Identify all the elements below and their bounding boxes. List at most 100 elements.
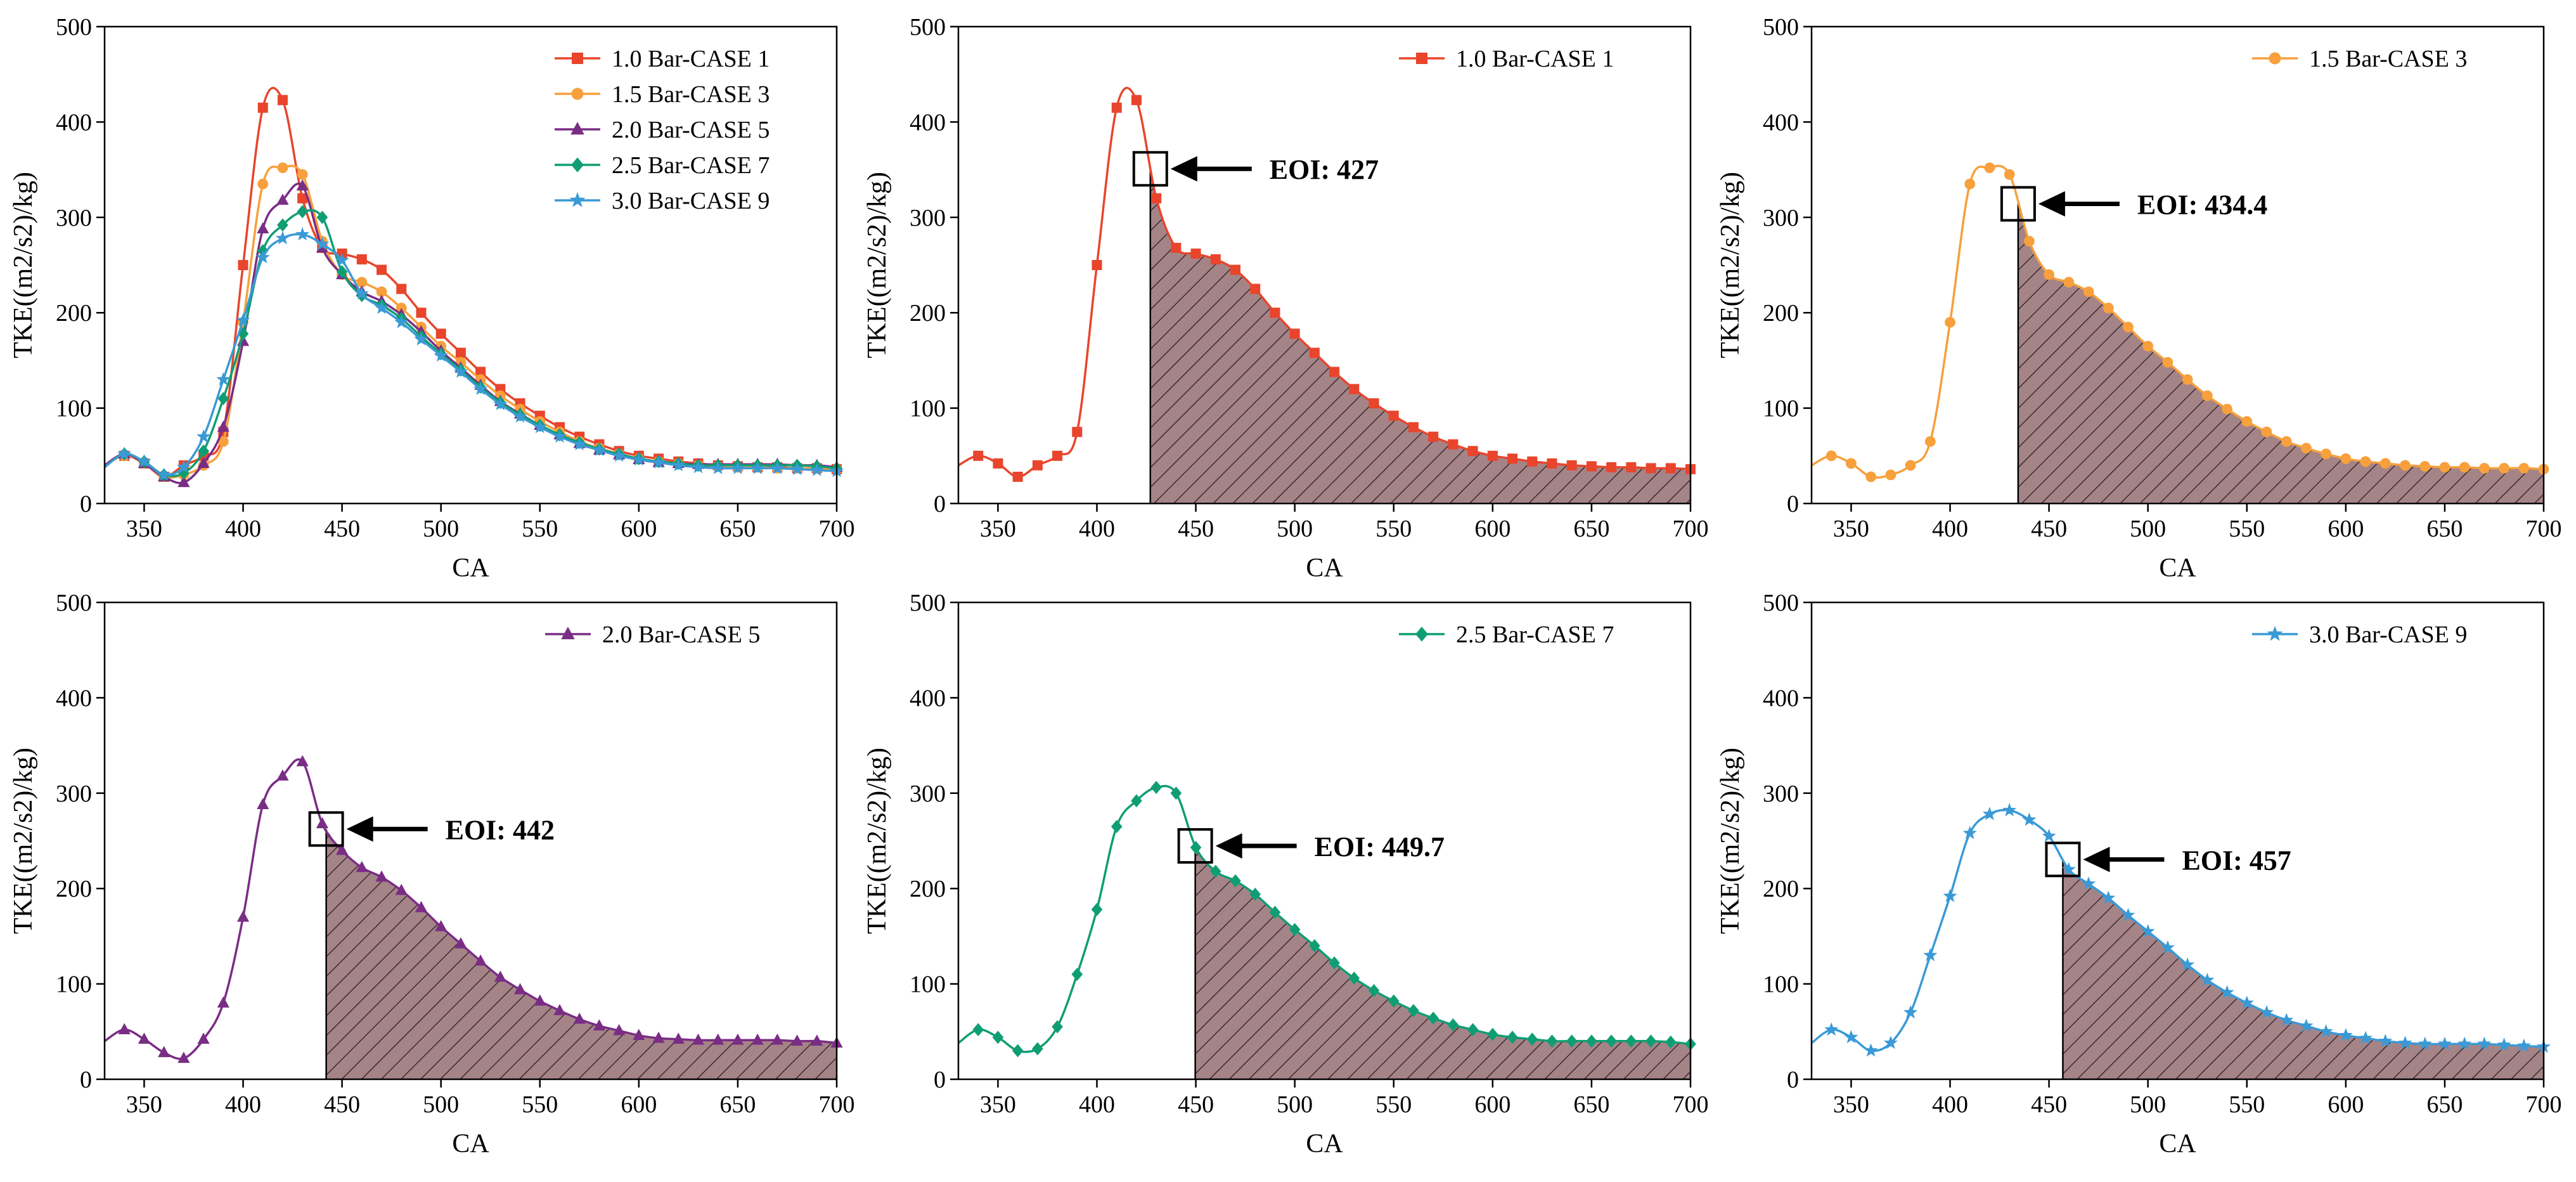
data-point (1566, 460, 1577, 471)
y-tick-label: 300 (1763, 205, 1799, 231)
y-tick-label: 500 (56, 590, 92, 616)
data-point (2497, 1037, 2511, 1051)
y-axis-label: TKE((m2/s2)/kg) (9, 748, 38, 934)
data-point (455, 347, 466, 358)
data-point (1170, 786, 1182, 800)
panel-case-9: 0 100 200 300 400 500 350 400 450 500 550 600 650 700… (1716, 590, 2562, 1159)
data-point (2103, 302, 2114, 314)
data-point (197, 1032, 210, 1044)
data-point (2457, 1036, 2472, 1050)
y-tick-label: 300 (56, 781, 92, 807)
data-point (2301, 443, 2312, 454)
data-point (1111, 820, 1123, 833)
data-point (1388, 994, 1400, 1008)
data-point (276, 193, 289, 205)
data-point (692, 1033, 705, 1045)
data-point (2400, 460, 2411, 471)
data-point (513, 409, 527, 423)
x-tick-label: 450 (324, 516, 360, 542)
data-point (613, 1023, 626, 1036)
data-point (435, 328, 446, 339)
data-point (652, 455, 666, 469)
legend-marker (569, 192, 586, 207)
data-point (295, 227, 310, 241)
data-point (1982, 807, 1997, 821)
data-point (1210, 254, 1221, 264)
data-point (1526, 1032, 1538, 1046)
x-tick-label: 650 (719, 1091, 756, 1118)
data-point (1408, 1004, 1419, 1018)
eoi-arrow-head (346, 816, 373, 842)
legend-label: 3.0 Bar-CASE 9 (2309, 621, 2467, 648)
data-point (1885, 469, 1897, 481)
legend-marker (570, 122, 584, 135)
y-tick-label: 0 (934, 491, 946, 517)
data-point (2162, 357, 2174, 368)
data-point (217, 996, 229, 1008)
data-point (454, 937, 467, 949)
data-point (691, 460, 705, 474)
legend-marker (571, 157, 584, 172)
data-point (1012, 471, 1023, 482)
data-point (1171, 242, 1182, 253)
data-point (435, 919, 448, 932)
data-point (1924, 436, 1936, 447)
data-point (1289, 328, 1300, 339)
x-tick-label: 650 (2426, 1091, 2463, 1118)
y-axis-label: TKE((m2/s2)/kg) (9, 172, 38, 358)
data-point (236, 910, 250, 922)
data-point (1309, 939, 1320, 952)
data-point (176, 460, 191, 474)
y-tick-label: 400 (56, 109, 92, 136)
data-point (2439, 462, 2450, 473)
x-tick-label: 350 (126, 516, 162, 542)
data-point (1309, 347, 1320, 358)
data-point (2142, 341, 2154, 352)
x-axis-label: CA (2159, 554, 2196, 583)
data-point (396, 302, 407, 314)
x-tick-label: 700 (2526, 516, 2562, 542)
data-point (2321, 448, 2332, 460)
data-point (572, 437, 587, 451)
data-point (2459, 462, 2470, 473)
x-tick-label: 700 (1673, 516, 1709, 542)
panel-case-5: 0 100 200 300 400 500 350 400 450 500 550 600 650 700… (9, 590, 855, 1159)
data-point (1606, 1034, 1617, 1048)
y-tick-label: 300 (910, 781, 946, 807)
data-point (1072, 427, 1083, 438)
data-point (414, 332, 428, 346)
x-tick-label: 350 (980, 516, 1016, 542)
data-point (2160, 940, 2175, 954)
data-point (1905, 460, 1916, 471)
data-point (2418, 1036, 2432, 1050)
data-point (513, 983, 527, 994)
y-tick-label: 400 (56, 685, 92, 711)
data-point (1368, 984, 1380, 997)
data-point (2239, 996, 2254, 1010)
y-tick-label: 200 (56, 876, 92, 902)
data-point (1507, 453, 1518, 464)
data-point (238, 260, 248, 270)
x-tick-label: 450 (2031, 1091, 2067, 1118)
data-point (275, 231, 290, 245)
legend-label: 2.5 Bar-CASE 7 (612, 152, 770, 179)
data-point (1665, 463, 1676, 474)
data-point (1071, 968, 1083, 981)
data-point (2259, 1005, 2274, 1019)
data-point (2004, 169, 2015, 180)
x-axis-label: CA (1306, 1129, 1343, 1159)
series-line-2 (1811, 164, 2544, 479)
eoi-label: EOI: 449.7 (1315, 831, 1445, 862)
data-point (1846, 458, 1857, 469)
data-point (236, 313, 250, 327)
data-point (2083, 286, 2094, 297)
legend-marker (2267, 626, 2283, 641)
eoi-label: EOI: 457 (2182, 845, 2291, 876)
x-tick-label: 650 (1573, 1091, 1609, 1118)
x-tick-label: 500 (1277, 516, 1313, 542)
x-tick-label: 550 (2229, 516, 2265, 542)
data-point (296, 755, 309, 767)
data-point (356, 276, 368, 288)
data-point (473, 381, 488, 395)
y-tick-label: 0 (80, 491, 92, 517)
